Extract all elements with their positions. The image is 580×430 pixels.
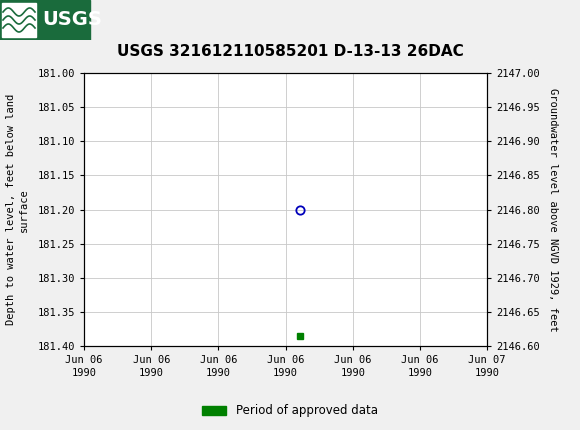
- Text: USGS 321612110585201 D-13-13 26DAC: USGS 321612110585201 D-13-13 26DAC: [117, 44, 463, 59]
- Bar: [0, 0, 90, 40]
- Y-axis label: Groundwater level above NGVD 1929, feet: Groundwater level above NGVD 1929, feet: [548, 88, 559, 332]
- Legend: Period of approved data: Period of approved data: [198, 399, 382, 422]
- Y-axis label: Depth to water level, feet below land
surface: Depth to water level, feet below land su…: [6, 94, 29, 325]
- Bar: [2, 3, 36, 37]
- Text: USGS: USGS: [42, 10, 102, 30]
